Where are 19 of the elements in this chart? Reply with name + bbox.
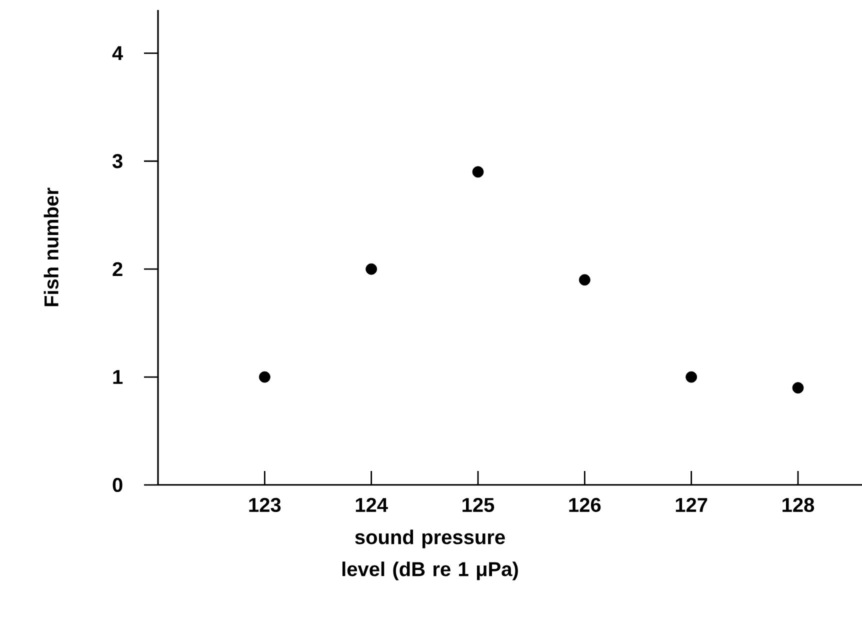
point bbox=[792, 382, 804, 394]
x-tick-label: 126 bbox=[569, 498, 601, 512]
point bbox=[472, 166, 484, 178]
x-tick-label: 124 bbox=[356, 498, 388, 512]
x-axis-title: sound pressure level (dB re 1 μPa) bbox=[342, 530, 518, 580]
y-tick-label: 3 bbox=[112, 154, 122, 168]
x-tick-label: 125 bbox=[462, 498, 494, 512]
point bbox=[258, 371, 270, 383]
point bbox=[578, 274, 590, 286]
y-tick-label: 1 bbox=[113, 370, 123, 384]
point bbox=[686, 371, 698, 383]
x-tick-label: 127 bbox=[676, 498, 708, 512]
y-tick-label: 2 bbox=[112, 262, 122, 276]
y-tick-label: 4 bbox=[112, 46, 124, 60]
point bbox=[366, 263, 378, 275]
y-tick-label: 0 bbox=[112, 478, 122, 492]
x-tick-label: 123 bbox=[249, 498, 281, 512]
y-axis-title: Fish number bbox=[44, 188, 58, 306]
x-tick-label: 128 bbox=[782, 498, 814, 512]
